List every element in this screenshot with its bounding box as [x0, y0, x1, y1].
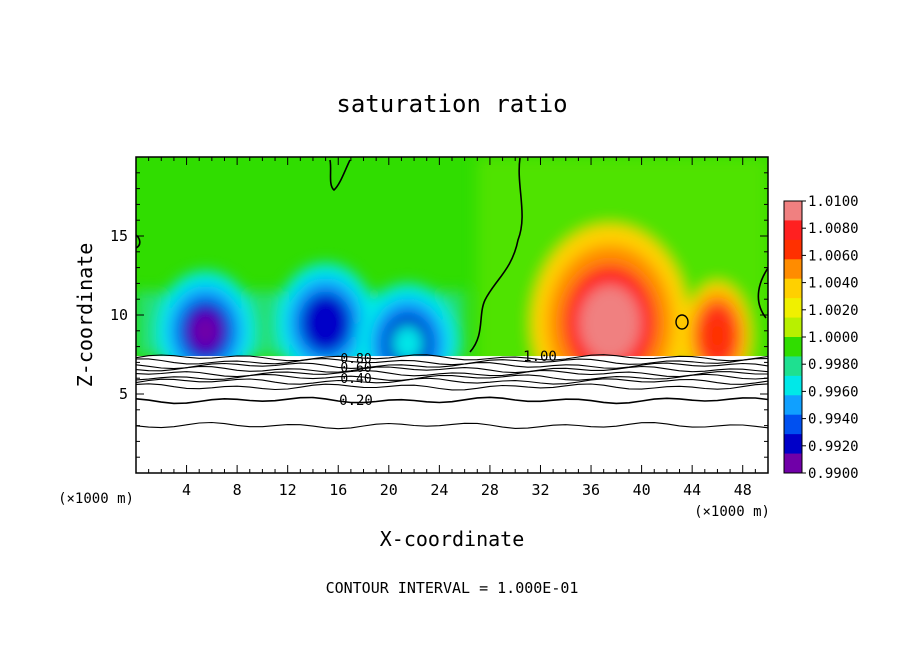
colorbar-swatch-13 — [784, 453, 802, 474]
x-axis-label: X-coordinate — [380, 527, 525, 551]
colorbar-swatch-8 — [784, 356, 802, 377]
contour-line-8 — [136, 396, 768, 405]
x-tick-label-3: 16 — [329, 481, 347, 499]
colorbar-swatch-10 — [784, 395, 802, 416]
field-feature-3-layer-3 — [579, 285, 641, 361]
contour-label-1-00: 1.00 — [523, 349, 557, 365]
contour-line-9 — [136, 421, 768, 430]
y-tick-label-0: 5 — [119, 385, 128, 403]
colorbar-swatch-12 — [784, 434, 802, 455]
field-feature-4-layer-3 — [704, 314, 731, 357]
colorbar-label-5: 1.0000 — [808, 330, 859, 346]
colorbar-swatch-2 — [784, 239, 802, 260]
colorbar-swatch-4 — [784, 278, 802, 299]
colorbar-swatch-3 — [784, 259, 802, 280]
x-tick-label-1: 8 — [233, 481, 242, 499]
y-axis-label: Z-coordinate — [73, 243, 97, 388]
colorbar: 1.0100 1.0080 1.0060 1.0040 1.0020 1.0000 0.99… — [784, 194, 859, 482]
x-units-right: (×1000 m) — [694, 504, 770, 520]
contour-line-3 — [136, 365, 768, 374]
x-tick-label-11: 48 — [734, 481, 752, 499]
x-tick-label-0: 4 — [182, 481, 191, 499]
contour-1-00-left — [469, 157, 523, 353]
field-feature-2-layer-3 — [392, 325, 423, 362]
lower-mask — [136, 356, 768, 473]
contour-label-0-20: 0.20 — [339, 393, 373, 409]
y-ticks: 5 10 15 — [110, 172, 768, 458]
colorbar-label-3: 1.0040 — [808, 276, 859, 292]
y-tick-label-1: 10 — [110, 306, 128, 324]
x-tick-label-5: 24 — [430, 481, 448, 499]
x-ticks: 4 8 12 16 20 24 28 32 36 40 44 48 — [148, 157, 756, 499]
contour-1-00-right — [757, 267, 768, 319]
contour-label-0-80: 0.80 — [340, 352, 371, 367]
contour-line-4 — [136, 369, 768, 378]
colorbar-swatch-6 — [784, 317, 802, 338]
colorbar-swatch-9 — [784, 375, 802, 396]
colorbar-swatch-7 — [784, 337, 802, 357]
contour-label-0-40: 0.40 — [340, 372, 371, 387]
contour-line-1 — [136, 358, 768, 366]
x-tick-label-10: 44 — [683, 481, 701, 499]
x-tick-label-4: 20 — [380, 481, 398, 499]
colorbar-frame — [783, 200, 803, 474]
field-feature-0-layer-3 — [190, 312, 221, 349]
contour-line-2 — [136, 362, 768, 370]
colorbar-swatch-5 — [784, 298, 802, 319]
colorbar-label-1: 1.0080 — [808, 221, 859, 237]
colorbar-label-8: 0.9940 — [808, 412, 859, 428]
contour-label-0-60: 0.60 — [340, 361, 371, 376]
colorbar-label-9: 0.9920 — [808, 439, 859, 455]
field-feature-1-layer-3 — [310, 305, 341, 341]
colorbar-swatch-11 — [784, 414, 802, 435]
contour-line-5 — [136, 373, 768, 381]
colorbar-swatch-1 — [784, 220, 802, 241]
x-tick-label-6: 28 — [481, 481, 499, 499]
colorbar-label-4: 1.0020 — [808, 303, 859, 319]
contour-1-00-small-loop — [675, 314, 689, 330]
x-tick-label-8: 36 — [582, 481, 600, 499]
x-tick-label-7: 32 — [531, 481, 549, 499]
colorbar-label-10: 0.9900 — [808, 466, 859, 482]
colorbar-label-2: 1.0060 — [808, 248, 859, 264]
plot-area — [136, 157, 768, 473]
x-tick-label-9: 40 — [633, 481, 651, 499]
contour-line-6 — [136, 377, 768, 385]
y-tick-label-2: 15 — [110, 227, 128, 245]
x-tick-label-2: 12 — [279, 481, 297, 499]
contour-line-7 — [136, 383, 768, 391]
contour-interval-note: CONTOUR INTERVAL = 1.000E-01 — [326, 579, 579, 597]
colorbar-label-0: 1.0100 — [808, 194, 859, 210]
contour-lines — [136, 354, 768, 430]
contour-1-00-top-blob — [329, 159, 351, 192]
colorbar-swatch-0 — [784, 201, 802, 221]
colorbar-label-7: 0.9960 — [808, 384, 859, 400]
x-units-left: (×1000 m) — [58, 491, 134, 507]
colorbar-label-6: 0.9980 — [808, 357, 859, 373]
contour-line-0 — [136, 354, 768, 362]
chart-title: saturation ratio — [336, 90, 567, 118]
